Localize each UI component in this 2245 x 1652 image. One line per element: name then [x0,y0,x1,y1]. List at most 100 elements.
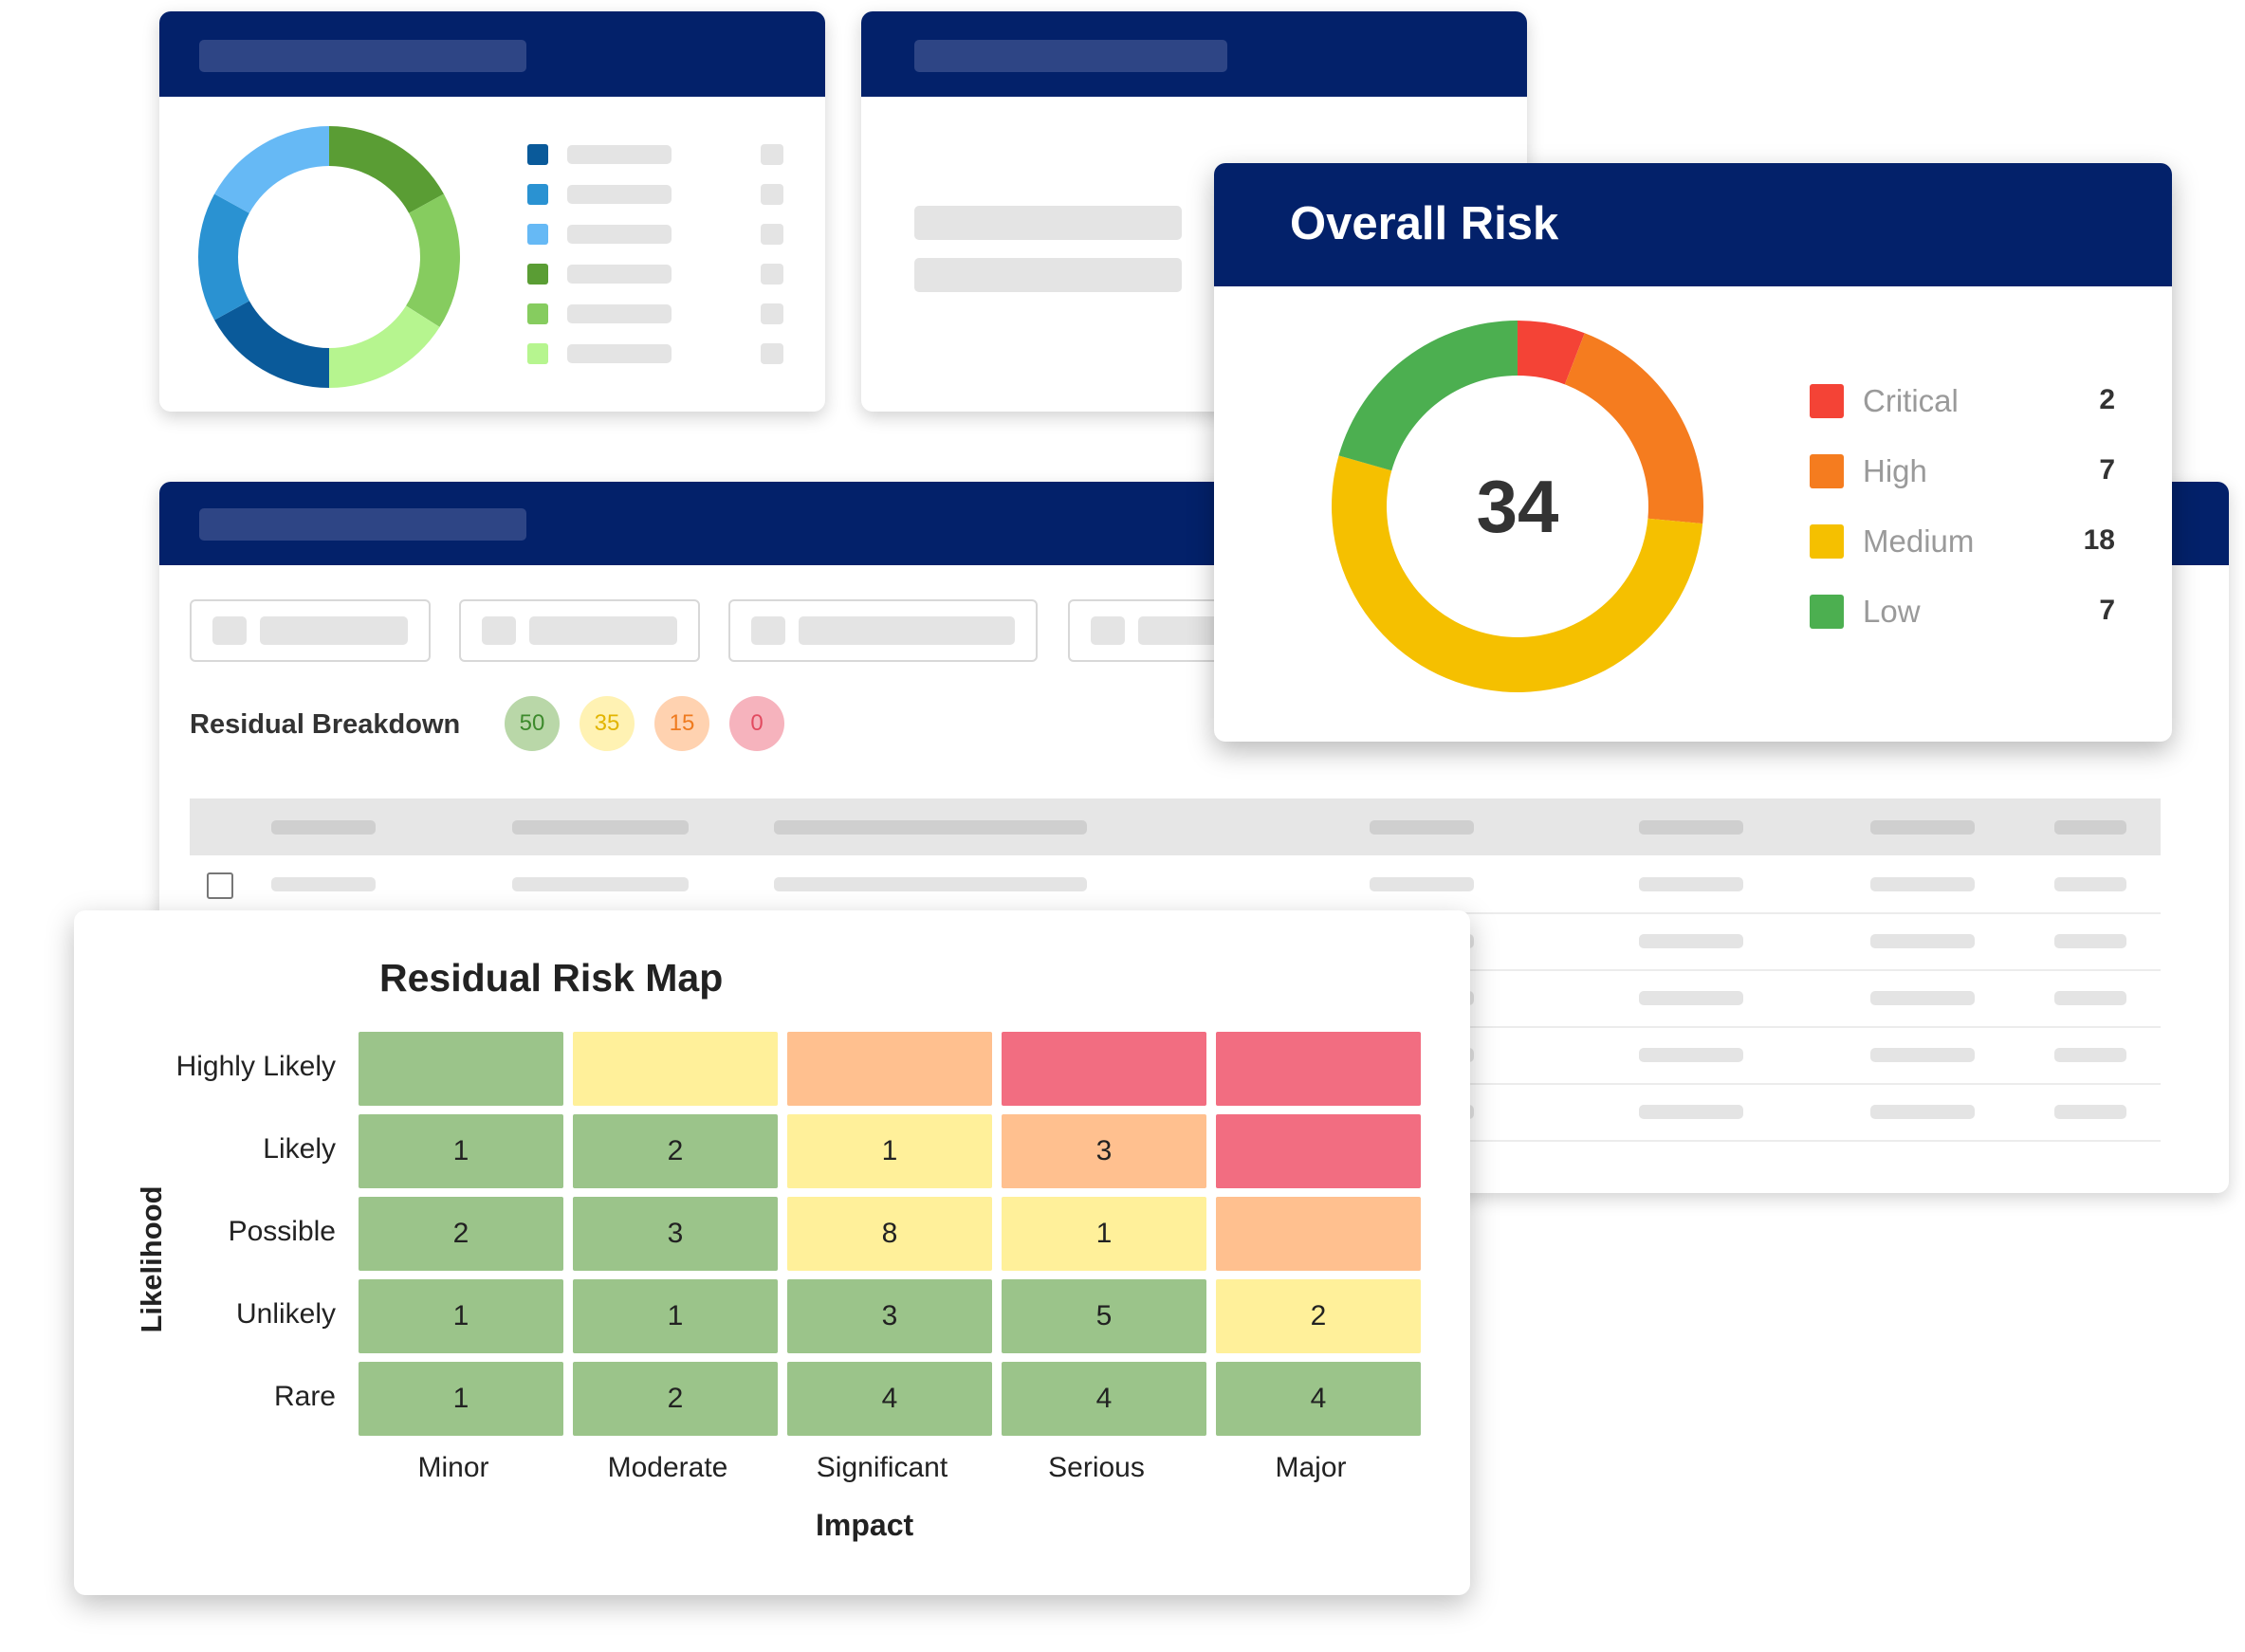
overall-risk-slice-0 [1518,321,1585,385]
filter-icon [482,616,516,645]
overall-risk-slice-1 [1564,333,1703,524]
category-donut-segment-5 [214,126,329,213]
column-header-placeholder [774,820,1087,835]
legend-value-placeholder [761,144,783,165]
legend-value-critical: 2 [2099,384,2115,415]
cell-placeholder [2054,991,2126,1005]
risk-map-cell[interactable]: 1 [1002,1197,1206,1271]
legend-swatch-high [1810,454,1844,488]
cell-placeholder [1639,1105,1743,1119]
risk-map-cell[interactable]: 1 [359,1114,563,1188]
risk-map-cell[interactable] [1216,1114,1421,1188]
legend-value-placeholder [761,303,783,324]
risk-map-cell[interactable]: 8 [787,1197,992,1271]
legend-value-placeholder [761,184,783,205]
category-donut-segment-1 [406,193,461,327]
risk-map-cell[interactable]: 1 [359,1362,563,1436]
category-donut-segment-3 [214,301,329,388]
table-header [190,798,2161,855]
category-donut-segment-4 [198,193,249,321]
legend-label-critical: Critical [1863,383,1959,418]
category-donut-segment-2 [329,305,440,388]
risk-map-cell[interactable]: 4 [1002,1362,1206,1436]
cell-placeholder [512,877,689,891]
legend-value-high: 7 [2099,454,2115,486]
cell-placeholder [1870,1048,1975,1062]
cell-placeholder [1870,991,1975,1005]
filter-icon [751,616,785,645]
risk-map-cell[interactable] [1216,1197,1421,1271]
risk-map-cell[interactable]: 2 [573,1114,778,1188]
filter-dropdown[interactable] [190,599,431,662]
filter-dropdown[interactable] [728,599,1038,662]
cell-placeholder [1370,877,1474,891]
legend-swatch [527,184,548,205]
filter-icon [1091,616,1125,645]
residual-breakdown-badge: 15 [654,696,709,751]
impact-axis-label: Impact [816,1508,914,1542]
likelihood-row-label: Likely [263,1133,336,1165]
category-donut-card [159,11,825,412]
risk-map-cell[interactable] [787,1032,992,1106]
legend-value-medium: 18 [2083,524,2115,556]
table-row[interactable] [190,855,2161,914]
filter-label-placeholder [529,616,677,645]
filter-icon [212,616,247,645]
risk-map-cell[interactable] [1216,1032,1421,1106]
column-header-placeholder [1870,820,1975,835]
risk-map-cell[interactable]: 3 [573,1197,778,1271]
risk-map-cell[interactable]: 1 [359,1279,563,1353]
risk-map-cell[interactable]: 5 [1002,1279,1206,1353]
legend-label-placeholder [567,145,672,164]
legend-swatch [527,264,548,285]
likelihood-row-label: Rare [273,1381,336,1412]
risk-map-cell[interactable] [573,1032,778,1106]
cell-placeholder [271,877,376,891]
overall-risk-donut-chart [1332,321,1703,692]
risk-map-cell[interactable] [359,1032,563,1106]
risk-map-cell[interactable]: 2 [573,1362,778,1436]
column-header-placeholder [2054,820,2126,835]
cell-placeholder [1870,1105,1975,1119]
risk-map-cell[interactable]: 1 [787,1114,992,1188]
filter-dropdown[interactable] [459,599,700,662]
legend-swatch-medium [1810,524,1844,559]
residual-breakdown-badge: 50 [505,696,560,751]
legend-swatch [527,224,548,245]
residual-risk-map-card: Residual Risk Map Likelihood Highly Like… [74,910,1470,1595]
category-donut-segment-0 [329,126,444,213]
legend-value-low: 7 [2099,595,2115,626]
legend-swatch-low [1810,595,1844,629]
legend-label-high: High [1863,453,1927,488]
risk-map-cell[interactable]: 2 [1216,1279,1421,1353]
card-header [861,11,1527,97]
legend-value-placeholder [761,343,783,364]
column-header-placeholder [512,820,689,835]
legend-swatch [527,343,548,364]
risk-map-cell[interactable]: 3 [787,1279,992,1353]
cell-placeholder [1870,877,1975,891]
title-placeholder [914,40,1227,72]
legend-label-placeholder [567,265,672,284]
risk-map-cell[interactable]: 3 [1002,1114,1206,1188]
risk-map-cell[interactable]: 4 [1216,1362,1421,1436]
risk-map-cell[interactable]: 2 [359,1197,563,1271]
risk-map-cell[interactable] [1002,1032,1206,1106]
row-checkbox[interactable] [207,872,233,899]
risk-map-cell[interactable]: 1 [573,1279,778,1353]
risk-map-cell[interactable]: 4 [787,1362,992,1436]
text-placeholder [914,258,1182,292]
impact-column-label: Significant [816,1452,948,1483]
legend-label-low: Low [1863,594,1921,629]
likelihood-row-label: Possible [228,1216,336,1247]
column-header-placeholder [1639,820,1743,835]
cell-placeholder [1639,877,1743,891]
legend-swatch [527,144,548,165]
title-placeholder [199,508,526,541]
risk-map-title: Residual Risk Map [379,956,724,1000]
cell-placeholder [1870,934,1975,948]
legend-label-medium: Medium [1863,523,1975,559]
card-header: Overall Risk [1214,163,2172,286]
cell-placeholder [2054,877,2126,891]
impact-column-label: Minor [417,1452,489,1483]
